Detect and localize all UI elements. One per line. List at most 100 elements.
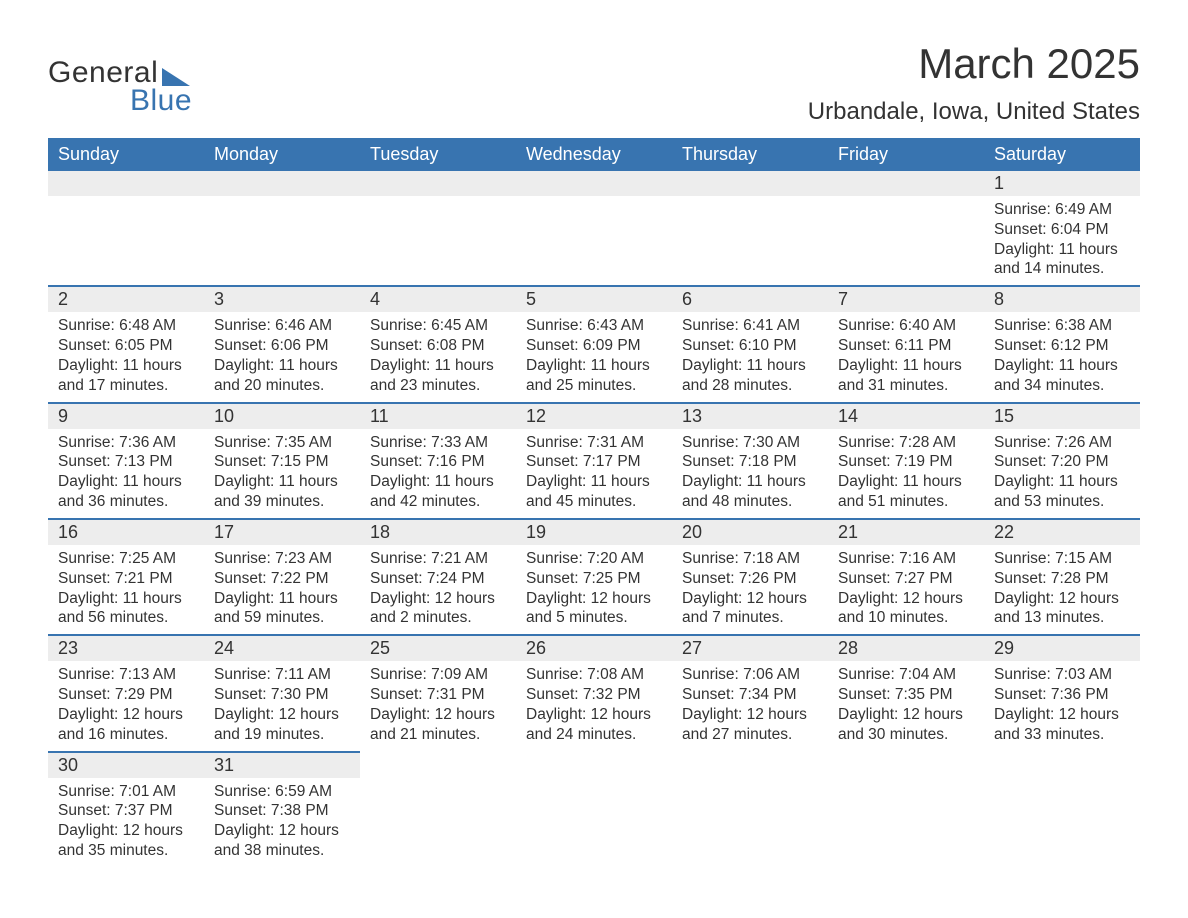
day-body: Sunrise: 7:01 AMSunset: 7:37 PMDaylight:… [48, 778, 204, 863]
day-number: 20 [672, 518, 828, 545]
day-line-d1: Daylight: 12 hours [838, 589, 974, 609]
day-number: 14 [828, 402, 984, 429]
day-number: 24 [204, 634, 360, 661]
day-header-fri: Friday [828, 138, 984, 171]
day-line-ss: Sunset: 7:36 PM [994, 685, 1130, 705]
day-body: Sunrise: 7:26 AMSunset: 7:20 PMDaylight:… [984, 429, 1140, 514]
day-cell: 21Sunrise: 7:16 AMSunset: 7:27 PMDayligh… [828, 518, 984, 634]
day-line-sr: Sunrise: 7:28 AM [838, 433, 974, 453]
day-line-ss: Sunset: 6:09 PM [526, 336, 662, 356]
title-month: March 2025 [808, 40, 1140, 88]
day-line-sr: Sunrise: 6:41 AM [682, 316, 818, 336]
day-number: 19 [516, 518, 672, 545]
day-number [360, 751, 516, 776]
day-line-sr: Sunrise: 7:21 AM [370, 549, 506, 569]
day-cell: 3Sunrise: 6:46 AMSunset: 6:06 PMDaylight… [204, 285, 360, 401]
day-line-d2: and 28 minutes. [682, 376, 818, 396]
day-line-ss: Sunset: 7:21 PM [58, 569, 194, 589]
day-line-ss: Sunset: 7:30 PM [214, 685, 350, 705]
day-line-d1: Daylight: 11 hours [214, 472, 350, 492]
day-line-ss: Sunset: 7:34 PM [682, 685, 818, 705]
day-cell [516, 171, 672, 285]
day-line-sr: Sunrise: 7:13 AM [58, 665, 194, 685]
day-cell [48, 171, 204, 285]
day-line-ss: Sunset: 7:37 PM [58, 801, 194, 821]
day-cell [360, 171, 516, 285]
day-body: Sunrise: 7:13 AMSunset: 7:29 PMDaylight:… [48, 661, 204, 746]
day-body [672, 776, 828, 782]
day-line-d2: and 51 minutes. [838, 492, 974, 512]
day-line-ss: Sunset: 6:10 PM [682, 336, 818, 356]
day-line-d1: Daylight: 11 hours [994, 472, 1130, 492]
day-line-d2: and 53 minutes. [994, 492, 1130, 512]
day-body: Sunrise: 7:06 AMSunset: 7:34 PMDaylight:… [672, 661, 828, 746]
day-body: Sunrise: 7:20 AMSunset: 7:25 PMDaylight:… [516, 545, 672, 630]
day-line-d1: Daylight: 12 hours [526, 705, 662, 725]
day-number: 11 [360, 402, 516, 429]
day-line-ss: Sunset: 7:38 PM [214, 801, 350, 821]
day-body: Sunrise: 6:48 AMSunset: 6:05 PMDaylight:… [48, 312, 204, 397]
day-body: Sunrise: 7:36 AMSunset: 7:13 PMDaylight:… [48, 429, 204, 514]
day-number: 23 [48, 634, 204, 661]
day-header-sat: Saturday [984, 138, 1140, 171]
day-line-ss: Sunset: 7:16 PM [370, 452, 506, 472]
day-body: Sunrise: 7:09 AMSunset: 7:31 PMDaylight:… [360, 661, 516, 746]
day-line-d1: Daylight: 11 hours [370, 472, 506, 492]
day-line-ss: Sunset: 7:32 PM [526, 685, 662, 705]
day-body: Sunrise: 6:38 AMSunset: 6:12 PMDaylight:… [984, 312, 1140, 397]
day-body [828, 196, 984, 202]
day-cell: 30Sunrise: 7:01 AMSunset: 7:37 PMDayligh… [48, 751, 204, 867]
day-line-sr: Sunrise: 7:18 AM [682, 549, 818, 569]
day-number: 21 [828, 518, 984, 545]
day-line-d2: and 31 minutes. [838, 376, 974, 396]
day-line-d2: and 14 minutes. [994, 259, 1130, 279]
day-cell [516, 751, 672, 867]
day-line-d1: Daylight: 11 hours [214, 356, 350, 376]
day-body: Sunrise: 6:45 AMSunset: 6:08 PMDaylight:… [360, 312, 516, 397]
week-row: 30Sunrise: 7:01 AMSunset: 7:37 PMDayligh… [48, 751, 1140, 867]
day-line-d2: and 48 minutes. [682, 492, 818, 512]
day-line-d2: and 10 minutes. [838, 608, 974, 628]
day-cell: 24Sunrise: 7:11 AMSunset: 7:30 PMDayligh… [204, 634, 360, 750]
day-body: Sunrise: 6:43 AMSunset: 6:09 PMDaylight:… [516, 312, 672, 397]
day-number [984, 751, 1140, 776]
day-line-sr: Sunrise: 7:31 AM [526, 433, 662, 453]
day-header-wed: Wednesday [516, 138, 672, 171]
day-line-d2: and 35 minutes. [58, 841, 194, 861]
day-number: 2 [48, 285, 204, 312]
day-line-ss: Sunset: 7:15 PM [214, 452, 350, 472]
day-number: 18 [360, 518, 516, 545]
title-block: March 2025 Urbandale, Iowa, United State… [808, 40, 1140, 126]
day-cell: 19Sunrise: 7:20 AMSunset: 7:25 PMDayligh… [516, 518, 672, 634]
day-body [828, 776, 984, 782]
day-number: 22 [984, 518, 1140, 545]
day-number: 28 [828, 634, 984, 661]
day-body: Sunrise: 7:21 AMSunset: 7:24 PMDaylight:… [360, 545, 516, 630]
day-line-d2: and 7 minutes. [682, 608, 818, 628]
day-line-sr: Sunrise: 7:01 AM [58, 782, 194, 802]
day-body: Sunrise: 6:41 AMSunset: 6:10 PMDaylight:… [672, 312, 828, 397]
day-number: 6 [672, 285, 828, 312]
day-line-d1: Daylight: 11 hours [214, 589, 350, 609]
day-line-d2: and 33 minutes. [994, 725, 1130, 745]
day-cell: 1Sunrise: 6:49 AMSunset: 6:04 PMDaylight… [984, 171, 1140, 285]
day-line-d1: Daylight: 12 hours [58, 705, 194, 725]
day-line-d2: and 45 minutes. [526, 492, 662, 512]
day-line-d2: and 24 minutes. [526, 725, 662, 745]
week-row: 16Sunrise: 7:25 AMSunset: 7:21 PMDayligh… [48, 518, 1140, 634]
logo: General Blue [48, 40, 192, 118]
day-body [360, 196, 516, 202]
day-line-d1: Daylight: 12 hours [994, 705, 1130, 725]
day-line-sr: Sunrise: 7:15 AM [994, 549, 1130, 569]
header: General Blue March 2025 Urbandale, Iowa,… [48, 40, 1140, 126]
day-number: 7 [828, 285, 984, 312]
day-line-ss: Sunset: 6:08 PM [370, 336, 506, 356]
day-line-sr: Sunrise: 7:23 AM [214, 549, 350, 569]
day-line-sr: Sunrise: 6:48 AM [58, 316, 194, 336]
day-cell [672, 751, 828, 867]
day-body: Sunrise: 6:46 AMSunset: 6:06 PMDaylight:… [204, 312, 360, 397]
day-body: Sunrise: 7:03 AMSunset: 7:36 PMDaylight:… [984, 661, 1140, 746]
day-cell: 15Sunrise: 7:26 AMSunset: 7:20 PMDayligh… [984, 402, 1140, 518]
day-number [360, 171, 516, 196]
day-line-d2: and 13 minutes. [994, 608, 1130, 628]
